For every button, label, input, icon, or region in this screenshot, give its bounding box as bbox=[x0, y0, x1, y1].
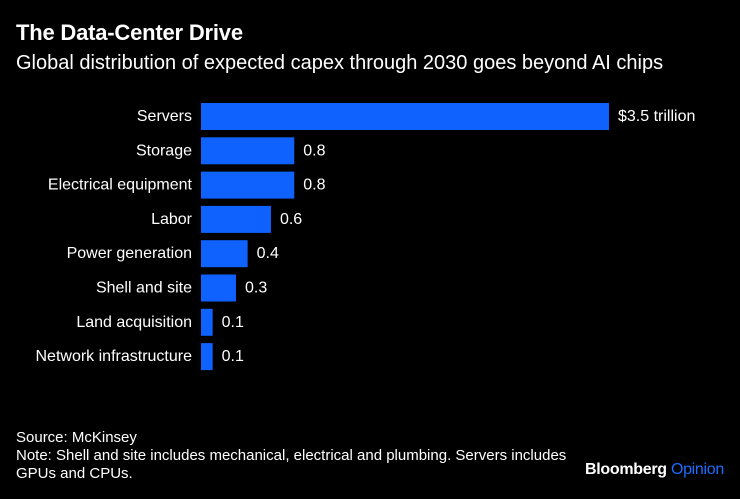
brand-section: Opinion bbox=[670, 461, 724, 478]
source-note: Source: McKinsey bbox=[16, 429, 137, 446]
bar bbox=[201, 274, 236, 302]
category-label: Power generation bbox=[67, 245, 192, 262]
category-label: Shell and site bbox=[96, 280, 192, 297]
bar bbox=[201, 308, 213, 336]
bar bbox=[201, 205, 271, 233]
bar bbox=[201, 103, 609, 130]
bloomberg-opinion-logo: Bloomberg Opinion bbox=[585, 461, 724, 479]
category-label: Network infrastructure bbox=[36, 348, 193, 365]
category-label: Servers bbox=[137, 108, 192, 125]
value-label: 0.1 bbox=[222, 314, 244, 331]
footnote: Note: Shell and site includes mechanical… bbox=[16, 447, 567, 482]
category-label: Land acquisition bbox=[76, 314, 192, 331]
chart-subtitle: Global distribution of expected capex th… bbox=[16, 52, 664, 74]
bar bbox=[201, 137, 295, 165]
bar bbox=[201, 171, 295, 199]
bar bbox=[201, 240, 248, 268]
value-label: 0.4 bbox=[257, 245, 279, 262]
value-label: 0.1 bbox=[222, 348, 244, 365]
brand-name: Bloomberg bbox=[585, 461, 667, 478]
value-label: 0.8 bbox=[303, 177, 325, 194]
value-label: 0.3 bbox=[245, 280, 267, 297]
category-label: Labor bbox=[151, 211, 193, 228]
category-label: Electrical equipment bbox=[48, 177, 193, 194]
chart-footer: Source: McKinsey Note: Shell and site in… bbox=[16, 429, 576, 483]
chart-title: The Data-Center Drive bbox=[16, 20, 243, 45]
category-label: Storage bbox=[136, 142, 192, 159]
value-label: 0.8 bbox=[303, 142, 325, 159]
bar bbox=[201, 343, 213, 371]
value-label: 0.6 bbox=[280, 211, 302, 228]
bar-chart: Servers $3.5 trillion Storage 0.8 Electrical… bbox=[36, 103, 695, 371]
value-label: $3.5 trillion bbox=[618, 108, 695, 125]
